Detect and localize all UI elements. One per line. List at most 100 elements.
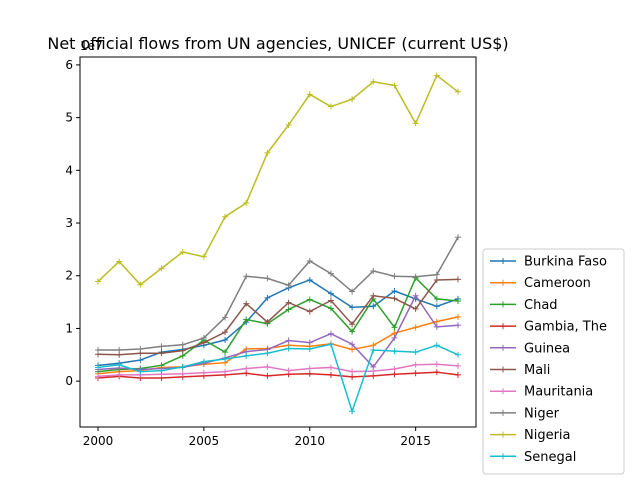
legend-marker [500, 366, 506, 373]
data-point [222, 368, 229, 375]
legend-label: Burkina Faso [524, 255, 607, 270]
data-point [95, 373, 101, 380]
data-point [349, 96, 356, 103]
data-point [370, 347, 377, 354]
data-point [264, 350, 271, 357]
legend-label: Guinea [524, 341, 570, 356]
data-point [370, 303, 377, 310]
data-point [412, 305, 419, 312]
data-point [391, 324, 398, 331]
data-point [285, 306, 292, 313]
data-point [222, 356, 229, 363]
data-point [433, 271, 440, 278]
y-tick-label: 5 [65, 111, 73, 125]
data-point [412, 120, 419, 127]
data-point [306, 257, 313, 264]
axis-offset-label: 1e7 [80, 39, 103, 53]
data-point [306, 345, 313, 352]
data-point [158, 350, 165, 357]
data-point [95, 364, 101, 371]
data-point [285, 121, 292, 128]
y-tick-label: 6 [65, 58, 73, 72]
data-point [455, 313, 461, 320]
data-point [306, 91, 313, 98]
data-point [306, 370, 313, 377]
legend-label: Niger [524, 406, 560, 421]
data-point [370, 78, 377, 85]
data-point [116, 371, 123, 378]
y-tick-label: 3 [65, 216, 73, 230]
data-point [370, 368, 377, 375]
data-point [370, 267, 377, 274]
data-point [200, 334, 207, 341]
data-point [391, 348, 398, 355]
series-line-2 [97, 276, 459, 373]
data-point [222, 314, 229, 321]
data-point [264, 149, 271, 156]
data-point [222, 337, 229, 344]
x-tick-label: 2010 [294, 434, 325, 448]
y-tick-label: 4 [65, 163, 73, 177]
data-point [158, 367, 165, 374]
data-point [179, 352, 186, 359]
data-point [327, 364, 334, 371]
legend-box [482, 248, 625, 475]
series-line-8 [97, 74, 459, 286]
data-point [264, 363, 271, 370]
series-line-4 [97, 294, 459, 371]
data-point [455, 322, 461, 329]
data-point [349, 341, 356, 348]
data-point [116, 258, 123, 265]
data-point [349, 321, 356, 328]
data-point [243, 365, 250, 372]
series-line-9 [97, 343, 459, 414]
data-point [285, 337, 292, 344]
legend-label: Gambia, The [524, 320, 607, 335]
data-point [243, 199, 250, 206]
data-point [412, 324, 419, 331]
data-point [243, 352, 250, 359]
data-point [327, 305, 334, 312]
data-point [455, 234, 461, 241]
legend-label: Nigeria [524, 428, 571, 443]
y-tick-label: 0 [65, 374, 73, 388]
data-point [200, 358, 207, 365]
data-point [391, 366, 398, 373]
data-point [349, 408, 356, 415]
data-point [327, 330, 334, 337]
data-point [200, 253, 207, 260]
data-point [349, 304, 356, 311]
legend-marker [500, 258, 506, 264]
legend-label: Cameroon [524, 276, 591, 291]
x-tick-label: 2015 [400, 434, 431, 448]
data-point [433, 295, 440, 302]
data-point [391, 273, 398, 280]
legend-marker [500, 431, 506, 438]
data-point [391, 371, 398, 378]
series-line-3 [97, 371, 459, 379]
data-point [243, 300, 250, 307]
data-point [222, 213, 229, 220]
chart-title: Net official flows from UN agencies, UNI… [47, 34, 508, 53]
legend-marker [500, 453, 506, 460]
data-point [455, 371, 461, 378]
legend-marker [500, 323, 506, 330]
data-point [243, 273, 250, 280]
legend-marker [500, 279, 506, 286]
data-point [412, 349, 419, 356]
legend-marker [500, 388, 506, 395]
data-point [264, 372, 271, 379]
series-line-6 [97, 363, 459, 378]
data-point [306, 296, 313, 303]
data-point [158, 343, 165, 350]
data-point [222, 329, 229, 336]
data-point [327, 270, 334, 277]
data-point [391, 82, 398, 89]
data-point [264, 275, 271, 282]
legend-marker [500, 344, 506, 351]
data-point [433, 276, 440, 283]
data-point [222, 349, 229, 356]
data-point [116, 347, 123, 354]
data-point [455, 298, 461, 305]
